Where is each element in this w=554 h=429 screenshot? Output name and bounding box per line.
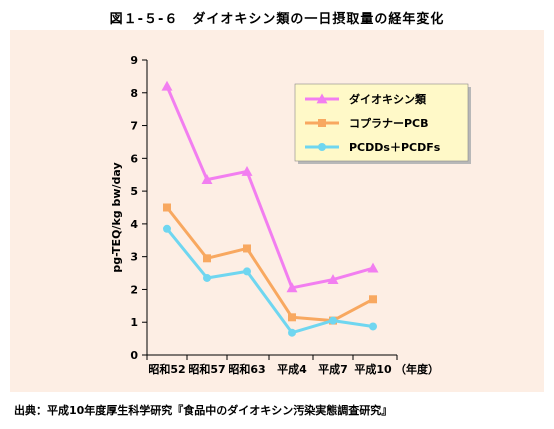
data-point	[369, 322, 377, 331]
source-note: 出典：平成10年度厚生科学研究『食品中のダイオキシン汚染実態調査研究』	[14, 404, 393, 417]
series-line-1	[165, 85, 374, 290]
data-point	[329, 316, 337, 325]
data-point	[243, 267, 251, 276]
data-point	[163, 203, 171, 212]
data-point	[161, 80, 173, 91]
data-point	[369, 295, 377, 304]
legend-entry-label: PCDDs＋PCDFs	[349, 141, 441, 154]
series-line-3	[165, 227, 374, 335]
y-tick-label: 0	[130, 349, 138, 362]
series-line-2	[165, 206, 374, 323]
y-tick-label: 6	[130, 152, 138, 165]
x-tick-label: 昭和57	[188, 362, 225, 376]
legend-swatch-marker	[318, 119, 326, 127]
x-tick-label: 昭和52	[148, 362, 185, 376]
data-point	[163, 224, 171, 233]
data-point	[201, 174, 213, 185]
legend-swatch-marker	[316, 93, 328, 104]
data-point	[286, 282, 298, 293]
legend-entry-label: コプラナーPCB	[349, 116, 429, 130]
data-point	[241, 165, 253, 176]
x-tick-label: 昭和63	[228, 362, 265, 376]
y-tick-label: 1	[130, 316, 138, 329]
data-point	[243, 244, 251, 253]
y-tick-label: 9	[130, 54, 138, 67]
x-tick-label: 平成4	[277, 362, 307, 376]
y-tick-label: 8	[130, 87, 138, 100]
data-point	[288, 313, 296, 322]
chart-panel: 0 1 2 3 4 5 6 7 8 9 昭和52 昭和57 昭和63 平成4 平成7 平成10 （年度） pg-T…	[10, 30, 544, 392]
x-unit-label: （年度）	[395, 362, 439, 376]
legend-swatch-marker	[318, 143, 326, 151]
data-point	[203, 273, 211, 282]
y-tick-label: 3	[130, 251, 138, 264]
data-point	[327, 274, 339, 285]
data-point	[288, 328, 296, 337]
legend-entry-label: ダイオキシン類	[349, 92, 427, 106]
line-chart: 0 1 2 3 4 5 6 7 8 9 昭和52 昭和57 昭和63 平成4 平成7 平成10 （年度） pg-T…	[110, 54, 471, 376]
x-tick-label: 平成7	[318, 362, 348, 376]
y-tick-label: 5	[130, 185, 138, 198]
y-tick-label: 2	[130, 283, 138, 296]
chart-title: 図１-５-６ ダイオキシン類の一日摂取量の経年変化	[109, 12, 445, 27]
y-axis-title: pg-TEQ/kg bw/day	[110, 162, 123, 272]
data-point	[367, 262, 379, 273]
data-point	[203, 254, 211, 263]
y-tick-label: 7	[130, 120, 138, 133]
y-tick-label: 4	[130, 218, 138, 231]
x-tick-label: 平成10	[354, 362, 392, 376]
